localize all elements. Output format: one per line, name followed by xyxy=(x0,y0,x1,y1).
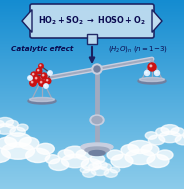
Ellipse shape xyxy=(90,115,104,125)
Ellipse shape xyxy=(147,154,169,167)
Circle shape xyxy=(28,76,32,80)
Ellipse shape xyxy=(0,137,17,149)
Ellipse shape xyxy=(61,154,89,168)
Ellipse shape xyxy=(91,167,109,176)
Circle shape xyxy=(30,80,36,86)
Ellipse shape xyxy=(121,145,139,156)
Ellipse shape xyxy=(6,120,18,128)
Ellipse shape xyxy=(17,124,28,131)
Circle shape xyxy=(49,72,50,73)
Circle shape xyxy=(36,68,42,74)
Circle shape xyxy=(35,77,37,79)
Circle shape xyxy=(94,66,100,72)
Text: $(H_2O)_n\ (n{=}1\mathrm{-}3)$: $(H_2O)_n\ (n{=}1\mathrm{-}3)$ xyxy=(108,44,168,54)
Ellipse shape xyxy=(64,146,86,158)
Circle shape xyxy=(39,64,43,68)
Text: Catalytic effect: Catalytic effect xyxy=(11,46,73,52)
Ellipse shape xyxy=(90,155,105,164)
Circle shape xyxy=(146,72,147,73)
Circle shape xyxy=(148,63,156,71)
Ellipse shape xyxy=(58,150,74,160)
Circle shape xyxy=(150,65,152,67)
Circle shape xyxy=(45,85,46,86)
Ellipse shape xyxy=(93,161,107,169)
Circle shape xyxy=(156,72,157,73)
Ellipse shape xyxy=(156,128,169,136)
Ellipse shape xyxy=(157,150,173,160)
Ellipse shape xyxy=(81,143,113,151)
Ellipse shape xyxy=(125,149,155,164)
Ellipse shape xyxy=(45,155,60,164)
Ellipse shape xyxy=(104,170,117,177)
Ellipse shape xyxy=(0,117,13,127)
Ellipse shape xyxy=(76,150,92,160)
Circle shape xyxy=(39,80,45,86)
Ellipse shape xyxy=(148,135,165,145)
Circle shape xyxy=(34,76,40,82)
Ellipse shape xyxy=(81,159,101,170)
Circle shape xyxy=(43,74,44,76)
Circle shape xyxy=(38,70,39,71)
Ellipse shape xyxy=(145,132,157,139)
Ellipse shape xyxy=(28,98,56,104)
Ellipse shape xyxy=(89,163,99,170)
Ellipse shape xyxy=(26,148,50,163)
Ellipse shape xyxy=(80,167,90,173)
Circle shape xyxy=(155,70,160,75)
Ellipse shape xyxy=(10,127,25,136)
Ellipse shape xyxy=(83,170,96,177)
Circle shape xyxy=(33,74,34,75)
Ellipse shape xyxy=(101,163,111,170)
Ellipse shape xyxy=(107,150,123,160)
Ellipse shape xyxy=(92,116,102,123)
Text: $\mathbf{HO_2 + SO_2\ \rightarrow\ HOSO + O_2}$: $\mathbf{HO_2 + SO_2\ \rightarrow\ HOSO … xyxy=(38,15,146,27)
Circle shape xyxy=(40,81,42,83)
Circle shape xyxy=(92,64,102,74)
Ellipse shape xyxy=(85,147,109,153)
Circle shape xyxy=(144,70,149,75)
Ellipse shape xyxy=(139,77,164,81)
Ellipse shape xyxy=(138,78,166,84)
Circle shape xyxy=(41,73,47,79)
Circle shape xyxy=(31,81,33,83)
Polygon shape xyxy=(22,10,32,32)
Ellipse shape xyxy=(141,145,159,156)
Circle shape xyxy=(47,80,48,81)
Polygon shape xyxy=(152,10,162,32)
Circle shape xyxy=(45,78,51,84)
FancyBboxPatch shape xyxy=(30,4,154,38)
Ellipse shape xyxy=(89,150,105,156)
Circle shape xyxy=(40,65,41,66)
FancyBboxPatch shape xyxy=(87,34,97,44)
Circle shape xyxy=(44,84,48,88)
Ellipse shape xyxy=(37,143,54,154)
Ellipse shape xyxy=(161,125,179,134)
Ellipse shape xyxy=(29,98,54,101)
Circle shape xyxy=(31,72,37,78)
Ellipse shape xyxy=(5,133,31,147)
Circle shape xyxy=(48,71,52,75)
Ellipse shape xyxy=(49,159,69,170)
Ellipse shape xyxy=(0,124,15,134)
Ellipse shape xyxy=(0,148,10,163)
Circle shape xyxy=(29,77,30,78)
Ellipse shape xyxy=(171,128,184,136)
Ellipse shape xyxy=(0,120,4,128)
Ellipse shape xyxy=(19,137,39,149)
Ellipse shape xyxy=(159,131,181,143)
Ellipse shape xyxy=(1,143,35,159)
Ellipse shape xyxy=(183,132,184,139)
Ellipse shape xyxy=(111,154,133,167)
Ellipse shape xyxy=(128,140,152,153)
Ellipse shape xyxy=(110,167,120,173)
Ellipse shape xyxy=(175,135,184,145)
